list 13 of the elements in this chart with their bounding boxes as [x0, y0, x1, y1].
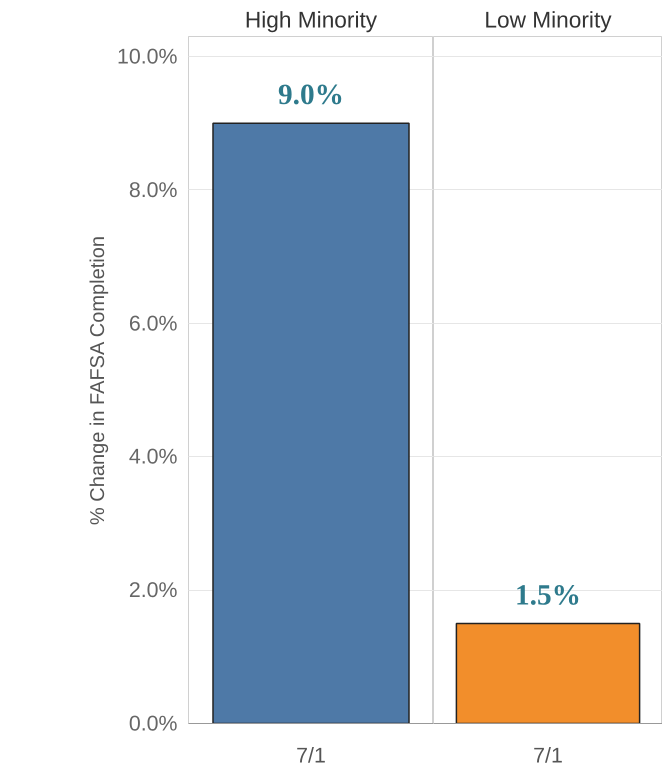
y-tick-label: 0.0% — [128, 712, 178, 736]
y-tick-label: 10.0% — [117, 44, 178, 69]
x-tick-label: 7/1 — [296, 744, 326, 768]
y-tick-label: 8.0% — [128, 178, 178, 202]
chart-title: High Minority — [244, 6, 378, 32]
y-tick-label: 6.0% — [128, 311, 178, 336]
data-label: 9.0% — [278, 79, 344, 112]
x-tick-label: 7/1 — [533, 744, 563, 768]
y-tick-label: 2.0% — [128, 578, 178, 602]
chart-title: Low Minority — [484, 6, 612, 32]
y-tick-label: 4.0% — [128, 444, 178, 469]
data-label: 1.5% — [515, 579, 582, 612]
y-axis-title: % Change in FAFSA Completion — [87, 236, 110, 526]
